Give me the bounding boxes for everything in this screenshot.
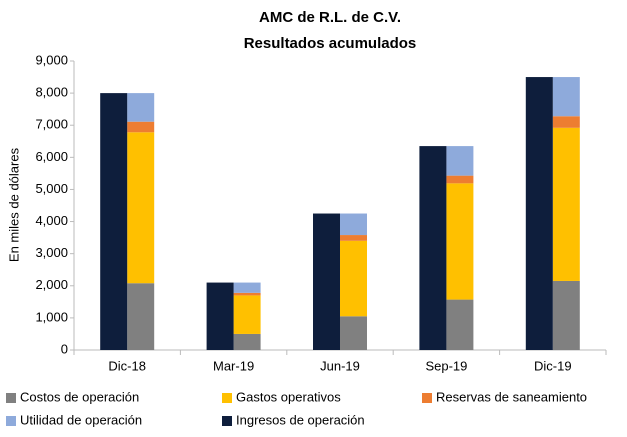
bar: [127, 283, 155, 350]
bar: [552, 127, 580, 281]
legend-swatch: [6, 416, 16, 426]
y-tick-label: 8,000: [35, 85, 68, 100]
bar: [446, 146, 474, 176]
bar: [552, 116, 580, 128]
y-tick-label: 0: [61, 341, 68, 356]
bar: [340, 316, 367, 350]
bar: [525, 77, 553, 351]
y-tick-label: 2,000: [35, 277, 68, 292]
legend-label: Utilidad de operación: [20, 412, 142, 427]
bar: [446, 183, 474, 300]
legend-swatch: [222, 416, 232, 426]
x-tick-label: Jun-19: [320, 358, 360, 373]
y-axis-label: En miles de dólares: [6, 147, 21, 262]
bar: [313, 213, 340, 350]
x-tick-label: Dic-19: [534, 358, 572, 373]
bar: [446, 175, 474, 184]
bar: [340, 240, 367, 317]
bar: [233, 292, 261, 296]
bar: [127, 132, 155, 284]
bar: [100, 93, 128, 350]
legend-swatch: [6, 393, 16, 403]
legend-label: Gastos operativos: [236, 389, 341, 404]
bar: [233, 333, 261, 350]
bar: [552, 280, 580, 350]
bar: [552, 77, 580, 117]
y-tick-label: 6,000: [35, 149, 68, 164]
legend-label: Reservas de saneamiento: [436, 389, 587, 404]
bar: [127, 93, 155, 122]
x-tick-label: Dic-18: [108, 358, 146, 373]
bar: [419, 146, 447, 350]
y-tick-label: 4,000: [35, 213, 68, 228]
bar: [446, 299, 474, 350]
bar: [206, 282, 234, 350]
y-tick-label: 9,000: [35, 52, 68, 67]
bar: [233, 282, 261, 293]
y-tick-label: 3,000: [35, 245, 68, 260]
legend-label: Ingresos de operación: [236, 412, 365, 427]
chart-title: AMC de R.L. de C.V.: [259, 9, 401, 26]
bar: [340, 235, 367, 241]
y-tick-label: 1,000: [35, 309, 68, 324]
y-tick-label: 7,000: [35, 117, 68, 132]
bar: [340, 213, 367, 236]
x-tick-label: Mar-19: [213, 358, 254, 373]
y-tick-label: 5,000: [35, 181, 68, 196]
legend-label: Costos de operación: [20, 389, 139, 404]
legend-swatch: [422, 393, 432, 403]
x-tick-label: Sep-19: [425, 358, 467, 373]
chart-subtitle: Resultados acumulados: [244, 35, 417, 52]
bar: [127, 121, 155, 133]
bar: [233, 295, 261, 334]
legend-swatch: [222, 393, 232, 403]
